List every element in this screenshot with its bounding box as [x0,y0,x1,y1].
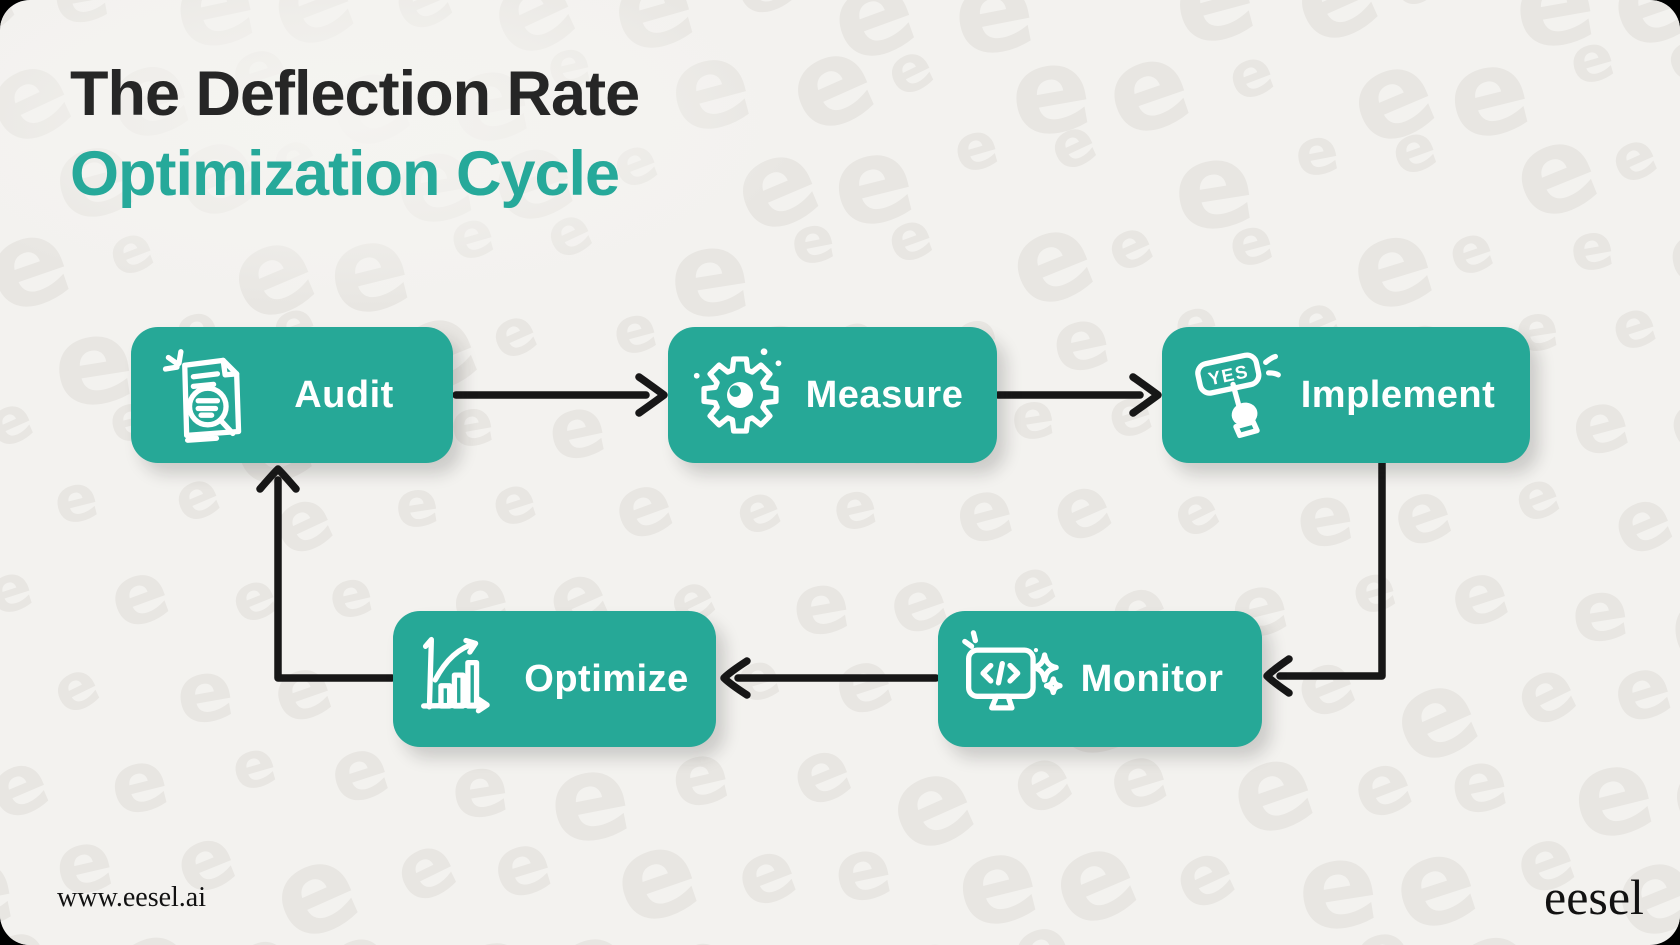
arrow-monitor-to-optimize [720,657,940,699]
audit-document-magnifier-icon [153,345,253,445]
step-measure: Measure [668,327,997,463]
step-label: Implement [1300,373,1496,416]
step-label: Audit [294,373,394,416]
title-line-1: The Deflection Rate [70,59,640,129]
title-line-2: Optimization Cycle [70,139,620,209]
arrow-audit-to-measure [452,373,668,417]
page-title: The Deflection Rate Optimization Cycle [70,54,640,214]
brand-wordmark: eesel [1544,869,1644,925]
arrow-implement-to-monitor [1263,456,1386,697]
title-glow [0,0,810,310]
arrow-optimize-to-audit [256,465,396,682]
step-monitor: Monitor [938,611,1262,747]
step-optimize: Optimize [393,611,716,747]
monitor-code-screen-icon [960,629,1063,729]
implement-yes-click-icon: YES [1184,345,1284,445]
measure-gear-icon [690,345,790,445]
step-implement: YES Implement [1162,327,1530,463]
arrow-measure-to-implement [994,373,1162,417]
footer-url: www.eesel.ai [57,882,207,913]
step-label: Optimize [524,657,689,700]
step-label: Monitor [1080,657,1224,700]
step-audit: Audit [131,327,453,463]
optimize-bar-chart-icon [415,629,515,729]
step-label: Measure [805,373,964,416]
